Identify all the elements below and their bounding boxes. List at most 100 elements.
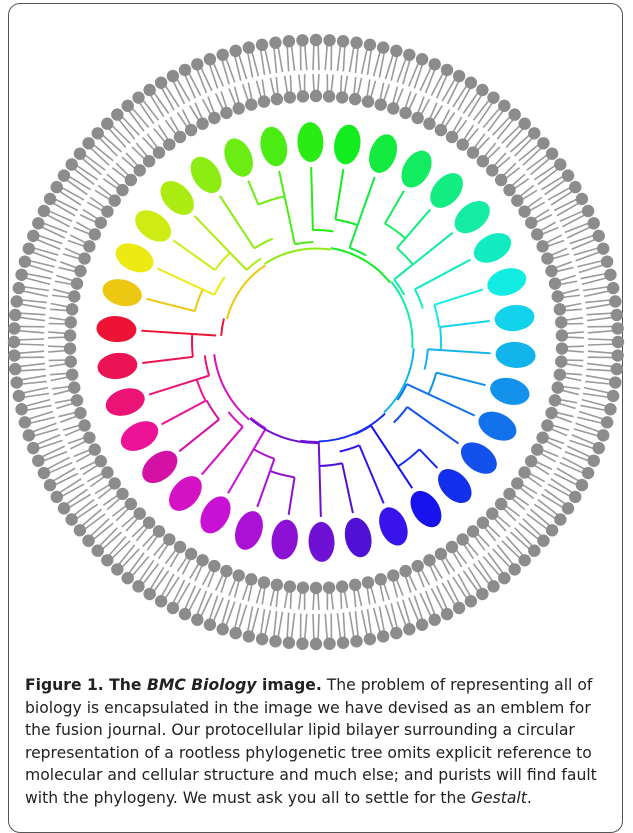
lipid-head: [220, 107, 232, 119]
lipid-head: [495, 498, 507, 510]
lipid-head: [549, 277, 561, 289]
lipid-head: [101, 205, 113, 217]
lipid-head: [503, 488, 515, 500]
lipid-head: [71, 277, 83, 289]
lipid-head: [208, 112, 220, 124]
lipid-head: [101, 554, 113, 566]
tree-branch: [425, 349, 428, 369]
lipid-head: [411, 112, 423, 124]
lipid-head: [66, 368, 78, 380]
organism-silhouette: [474, 406, 521, 446]
tree-branch: [359, 445, 383, 503]
lipid-head: [601, 416, 613, 428]
lipid-head: [284, 91, 296, 103]
lipid-head: [486, 164, 498, 176]
lipid-head: [134, 164, 146, 176]
tree-branch: [202, 427, 243, 475]
tree-branch: [440, 327, 441, 350]
tree-branch: [434, 289, 483, 304]
tree-branch: [436, 373, 485, 386]
lipid-head: [498, 100, 510, 112]
tree-branch: [149, 376, 209, 395]
lipid-head: [258, 95, 270, 107]
lipid-head: [555, 316, 567, 328]
lipid-head: [111, 108, 123, 120]
tree-branch: [270, 471, 294, 477]
tree-branch: [195, 289, 203, 311]
lipid-head: [467, 525, 479, 537]
lipid-head: [537, 137, 549, 149]
lipid-head: [155, 77, 167, 89]
lipid-head: [552, 290, 564, 302]
title-italic: BMC Biology: [147, 676, 257, 694]
lipid-head: [58, 169, 70, 181]
lipid-head: [323, 637, 335, 649]
lipid-head: [125, 498, 137, 510]
organism-silhouette: [374, 503, 413, 550]
lipid-head: [597, 429, 609, 441]
lipid-head: [15, 269, 27, 281]
lipid-head: [336, 91, 348, 103]
tree-branch: [289, 477, 295, 515]
lipid-head: [399, 107, 411, 119]
lipid-head: [108, 194, 120, 206]
lipid-head: [283, 637, 295, 649]
lipid-head: [9, 309, 21, 321]
lipid-head: [310, 638, 322, 650]
lipid-head: [283, 35, 295, 47]
lipid-head: [587, 454, 599, 466]
figure-image: [0, 0, 633, 670]
lipid-head: [245, 573, 257, 585]
tree-branch: [254, 449, 275, 459]
lipid-head: [387, 102, 399, 114]
lipid-head: [607, 390, 619, 402]
tree-branch: [146, 299, 194, 311]
lipid-head: [64, 329, 76, 341]
lipid-head: [576, 479, 588, 491]
tree-branch: [428, 373, 436, 395]
organism-silhouette: [102, 384, 148, 421]
lipid-head: [143, 155, 155, 167]
lipid-head: [349, 93, 361, 105]
tree-branch: [385, 224, 406, 239]
lipid-head: [569, 181, 581, 193]
lipid-head: [541, 252, 553, 264]
lipid-head: [323, 90, 335, 102]
lipid-head: [498, 572, 510, 584]
lipid-head: [453, 602, 465, 614]
lipid-head: [132, 91, 144, 103]
tree-branch: [319, 463, 342, 466]
organism-silhouette: [257, 124, 291, 169]
lipid-head: [554, 513, 566, 525]
lipid-head: [191, 58, 203, 70]
tree-branch: [335, 220, 357, 226]
lipid-head: [546, 524, 558, 536]
lipid-head: [609, 295, 621, 307]
organism-silhouette: [495, 341, 537, 370]
lipid-head: [611, 309, 623, 321]
lipid-head: [611, 363, 623, 375]
organism-silhouette: [364, 130, 402, 176]
lipid-head: [208, 560, 220, 572]
lipid-head: [525, 217, 537, 229]
organism-silhouette: [96, 351, 139, 382]
lipid-head: [143, 84, 155, 96]
tree-branch: [205, 355, 209, 375]
tree-branch: [227, 265, 266, 319]
lipid-head: [89, 443, 101, 455]
lipid-head: [416, 53, 428, 65]
lipid-head: [245, 98, 257, 110]
lipid-head: [233, 569, 245, 581]
lipid-head: [362, 95, 374, 107]
tree-branch: [340, 445, 360, 451]
lipid-head: [163, 138, 175, 150]
lipid-head: [297, 581, 309, 593]
lipid-head: [243, 630, 255, 642]
lipid-head: [519, 554, 531, 566]
lipid-head: [155, 595, 167, 607]
lipid-head: [587, 217, 599, 229]
tree-branch: [350, 177, 375, 248]
lipid-head: [477, 517, 489, 529]
lipid-head: [95, 455, 107, 467]
lipid-head: [364, 39, 376, 51]
